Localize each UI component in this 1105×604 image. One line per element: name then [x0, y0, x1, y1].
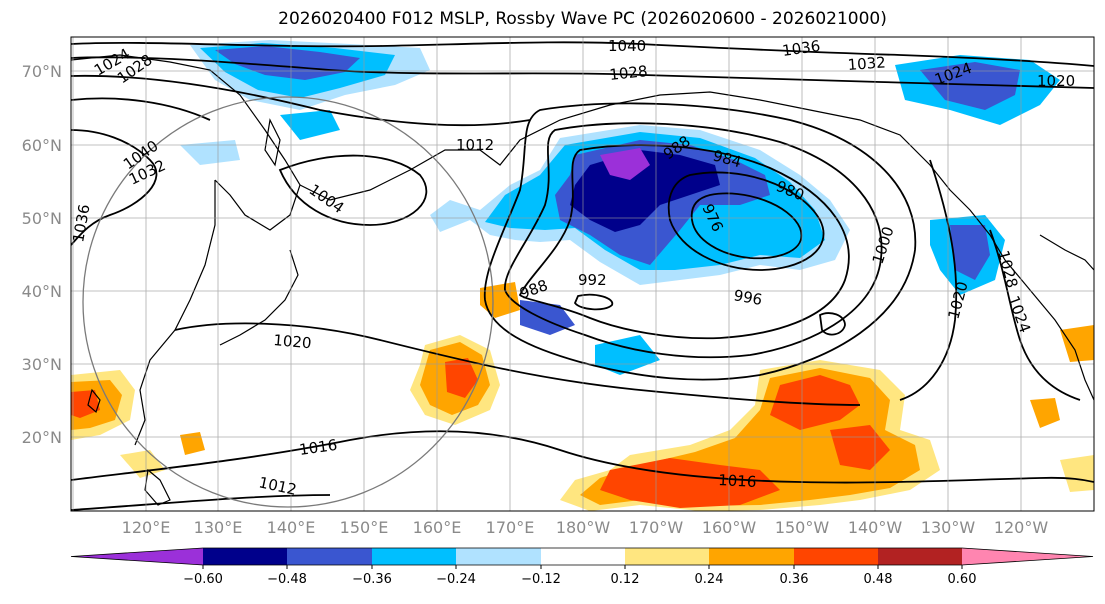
longitude-label: 160°W [702, 518, 757, 537]
isobar-label: 1036 [781, 37, 821, 60]
positive-anomaly-shading [71, 282, 1094, 511]
colorbar-segment [203, 548, 287, 565]
longitude-label: 180°W [556, 518, 611, 537]
latitude-axis: 70°N 60°N 50°N 40°N 30°N 20°N [22, 62, 62, 447]
coastlines [71, 54, 1094, 506]
longitude-label: 140°E [267, 518, 316, 537]
colorbar-tick-label: 0.48 [864, 572, 893, 587]
longitude-label: 160°E [413, 518, 462, 537]
colorbar-tick-label: −0.24 [436, 572, 476, 587]
colorbar-tick-label: −0.12 [521, 572, 561, 587]
colorbar-tick-label: 0.12 [611, 572, 640, 587]
colorbar-segment [794, 548, 878, 565]
colorbar-extension-high [962, 548, 1093, 565]
map-frame [70, 36, 1095, 512]
isobar-label: 1016 [298, 436, 338, 459]
isobar-label: 1016 [718, 471, 757, 491]
colorbar-tick-label: 0.36 [780, 572, 809, 587]
isobar-label: 992 [578, 271, 607, 289]
longitude-label: 150°E [340, 518, 389, 537]
isobar-label: 1028 [609, 62, 649, 84]
longitude-label: 130°W [921, 518, 976, 537]
isobar-label: 1020 [273, 331, 313, 352]
colorbar-segment [709, 548, 794, 565]
isobar-label: 996 [732, 286, 763, 309]
latitude-label: 40°N [22, 282, 62, 301]
longitude-label: 150°W [775, 518, 830, 537]
colorbar-tick-label: −0.48 [267, 572, 307, 587]
longitude-label: 170°W [629, 518, 684, 537]
latitude-label: 50°N [22, 209, 62, 228]
colorbar-segment [287, 548, 372, 565]
colorbar-tick-label: −0.60 [183, 572, 223, 587]
isobar-contours [71, 41, 1094, 511]
longitude-label: 120°E [122, 518, 171, 537]
map-background [71, 37, 1094, 511]
longitude-label: 170°E [486, 518, 535, 537]
graticule [71, 37, 1094, 511]
latitude-label: 60°N [22, 136, 62, 155]
map-title: 2026020400 F012 MSLP, Rossby Wave PC (20… [278, 9, 887, 29]
isobar-label: 1020 [1037, 72, 1075, 90]
colorbar: −0.60 −0.48 −0.36 −0.24 −0.12 0.12 0.24 0.36 0.4… [70, 547, 1094, 587]
isobar-label: 1036 [69, 203, 93, 244]
colorbar-segment [541, 548, 625, 565]
longitude-label: 120°W [994, 518, 1049, 537]
isobar-label: 1032 [847, 53, 886, 74]
negative-anomaly-shading [180, 40, 1060, 375]
colorbar-segment [372, 548, 456, 565]
isobar-label-group: 1040 1036 1032 1028 1024 1028 1024 1020 … [69, 37, 1075, 499]
latitude-label: 30°N [22, 355, 62, 374]
longitude-axis: 120°E 130°E 140°E 150°E 160°E 170°E 180°… [122, 518, 1049, 537]
isobar-label: 1012 [456, 136, 494, 154]
latitude-label: 70°N [22, 62, 62, 81]
colorbar-extension-low [71, 548, 203, 565]
longitude-label: 140°W [848, 518, 903, 537]
longitude-label: 130°E [194, 518, 243, 537]
latitude-label: 20°N [22, 428, 62, 447]
colorbar-segment [878, 548, 962, 565]
colorbar-segment [456, 548, 541, 565]
colorbar-tick-label: 0.24 [695, 572, 724, 587]
colorbar-tick-label: −0.36 [352, 572, 392, 587]
colorbar-segment [625, 548, 709, 565]
range-circle [82, 96, 494, 508]
isobar-label: 1040 [608, 37, 646, 55]
colorbar-tick-label: 0.60 [948, 572, 977, 587]
